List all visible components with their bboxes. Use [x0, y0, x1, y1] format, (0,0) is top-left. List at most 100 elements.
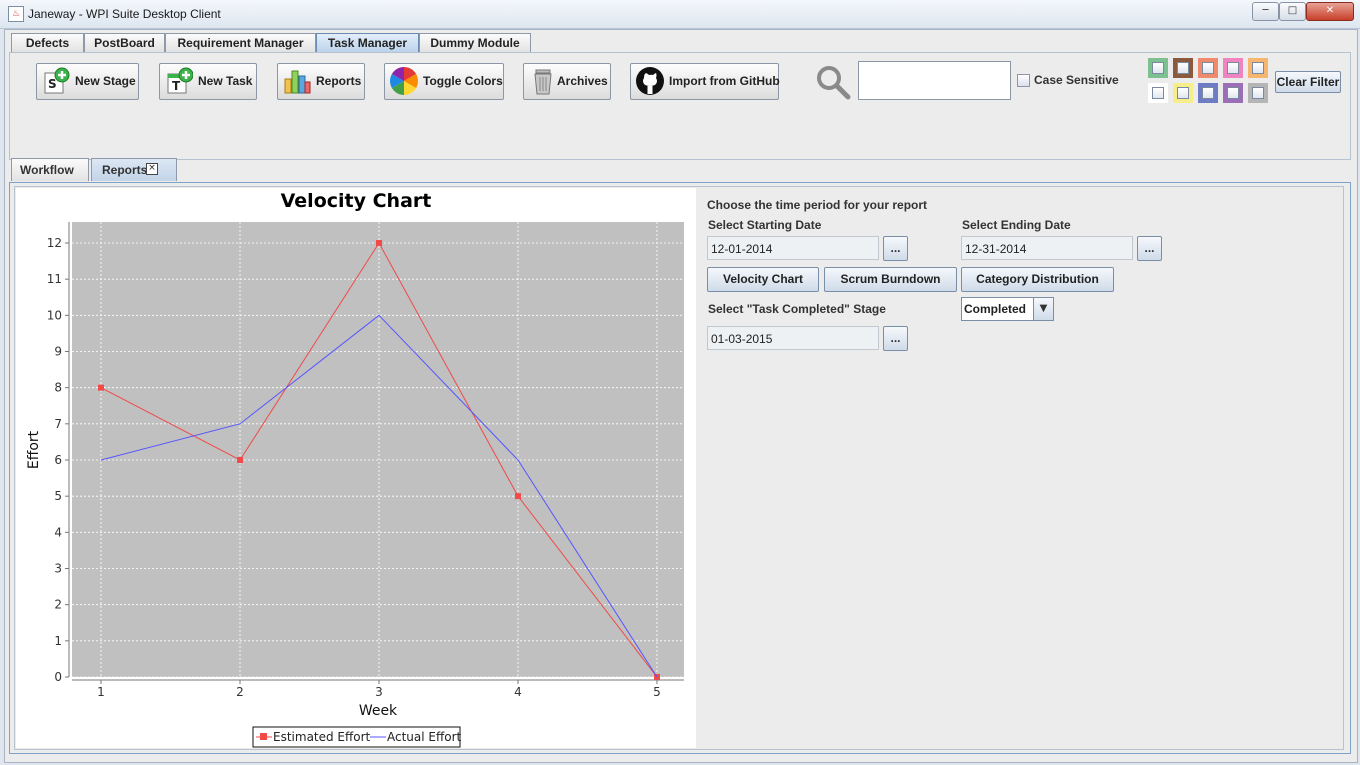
color-filter-checkbox	[1202, 87, 1214, 99]
end-date-picker-button[interactable]: ...	[1137, 236, 1162, 261]
reports-button[interactable]: Reports	[277, 63, 365, 100]
archives-button[interactable]: Archives	[523, 63, 611, 100]
java-app-icon: ♨	[8, 6, 24, 22]
case-sensitive-checkbox[interactable]	[1017, 74, 1030, 87]
bar-chart-icon	[284, 70, 311, 94]
color-filter-swatch[interactable]	[1198, 58, 1218, 78]
color-filter-checkbox	[1202, 62, 1214, 74]
y-tick-label: 8	[54, 381, 62, 395]
y-tick-label: 10	[47, 308, 62, 322]
scrum-burndown-button[interactable]: Scrum Burndown	[824, 267, 957, 292]
import-github-button[interactable]: Import from GitHub	[630, 63, 780, 100]
clear-filter-button[interactable]: Clear Filter	[1275, 71, 1341, 93]
color-filter-checkbox	[1177, 62, 1189, 74]
color-filter-swatch[interactable]	[1173, 83, 1193, 103]
color-filter-checkbox	[1227, 87, 1239, 99]
new-task-icon: T	[167, 67, 193, 94]
color-filter-checkbox	[1252, 87, 1264, 99]
color-filter-swatch[interactable]	[1173, 58, 1193, 78]
close-window-button[interactable]: ✕	[1306, 2, 1354, 21]
y-tick-label: 1	[54, 634, 62, 648]
title-bar: ♨ Janeway - WPI Suite Desktop Client ─ □…	[0, 0, 1360, 29]
chart-series	[98, 240, 660, 680]
tab-task-manager[interactable]: Task Manager	[316, 33, 419, 52]
x-tick-label: 1	[97, 685, 105, 699]
new-stage-label: New Stage	[75, 74, 136, 88]
color-filter-checkbox	[1252, 62, 1264, 74]
maximize-button[interactable]: □	[1279, 2, 1306, 21]
new-stage-icon: S	[44, 67, 70, 94]
color-filter-swatch[interactable]	[1198, 83, 1218, 103]
color-wheel-icon	[390, 67, 418, 95]
color-filter-swatch[interactable]	[1248, 83, 1268, 103]
tab-reports[interactable]: Reports	[91, 158, 177, 181]
window-title: Janeway - WPI Suite Desktop Client	[28, 7, 221, 21]
x-tick-label: 3	[375, 685, 383, 699]
case-sensitive-label: Case Sensitive	[1034, 73, 1119, 87]
close-tab-icon[interactable]: ×	[146, 163, 158, 175]
color-filter-checkbox	[1227, 62, 1239, 74]
y-axis-label: Effort	[26, 430, 42, 469]
color-filter-checkbox	[1152, 62, 1164, 74]
x-tick-label: 2	[236, 685, 244, 699]
y-tick-label: 11	[47, 272, 62, 286]
color-filter-swatch[interactable]	[1223, 58, 1243, 78]
y-tick-label: 5	[54, 489, 62, 503]
toggle-colors-button[interactable]: Toggle Colors	[384, 63, 504, 100]
import-github-label: Import from GitHub	[669, 74, 780, 88]
y-tick-label: 0	[54, 670, 62, 684]
y-tick-label: 6	[54, 453, 62, 467]
x-axis-ticks: 1 2 3 4 5	[97, 680, 661, 699]
tab-defects[interactable]: Defects	[11, 33, 84, 52]
new-stage-button[interactable]: S New Stage	[36, 63, 139, 100]
start-date-field[interactable]: 12-01-2014	[707, 236, 879, 260]
legend-estimated-marker	[260, 733, 267, 740]
client-area: Defects PostBoard Requirement Manager Ta…	[4, 29, 1358, 763]
tab-requirement-manager[interactable]: Requirement Manager	[165, 33, 316, 52]
color-filter-swatch[interactable]	[1148, 58, 1168, 78]
chart-title: Velocity Chart	[281, 190, 432, 212]
end-date-field[interactable]: 12-31-2014	[961, 236, 1133, 260]
stage-select[interactable]: Completed ▼	[961, 297, 1054, 321]
search-input[interactable]	[858, 61, 1011, 100]
completed-date-picker-button[interactable]: ...	[883, 326, 908, 351]
category-distribution-button[interactable]: Category Distribution	[961, 267, 1114, 292]
stage-label: Select "Task Completed" Stage	[708, 302, 886, 316]
x-tick-label: 4	[514, 685, 522, 699]
completed-date-field[interactable]: 01-03-2015	[707, 326, 879, 350]
svg-text:S: S	[48, 77, 57, 91]
y-tick-label: 4	[54, 525, 62, 539]
x-tick-label: 5	[653, 685, 661, 699]
x-axis-label: Week	[359, 703, 398, 719]
y-tick-label: 9	[54, 345, 62, 359]
color-filter-swatch[interactable]	[1223, 83, 1243, 103]
chevron-down-icon[interactable]: ▼	[1033, 298, 1053, 320]
svg-text:T: T	[172, 79, 181, 93]
color-filter-swatch[interactable]	[1148, 83, 1168, 103]
y-tick-label: 3	[54, 562, 62, 576]
stage-select-value: Completed	[964, 302, 1027, 316]
tab-workflow[interactable]: Workflow	[11, 158, 89, 181]
plot-area	[72, 222, 684, 677]
data-point-estimated-effort	[515, 493, 521, 500]
tab-dummy-module[interactable]: Dummy Module	[419, 33, 531, 52]
report-controls: Choose the time period for your report S…	[701, 193, 1341, 733]
tab-reports-label: Reports	[102, 163, 148, 177]
velocity-chart-button[interactable]: Velocity Chart	[707, 267, 819, 292]
minimize-button[interactable]: ─	[1252, 2, 1279, 21]
reports-label: Reports	[316, 74, 362, 88]
data-point-estimated-effort	[376, 240, 382, 246]
y-tick-label: 7	[54, 417, 62, 431]
tab-postboard[interactable]: PostBoard	[84, 33, 165, 52]
start-date-picker-button[interactable]: ...	[883, 236, 908, 261]
chart-legend: Estimated Effort Actual Effort	[252, 726, 462, 748]
color-filter-swatch[interactable]	[1248, 58, 1268, 78]
new-task-button[interactable]: T New Task	[159, 63, 257, 100]
y-tick-label: 12	[47, 236, 62, 250]
archives-label: Archives	[557, 74, 608, 88]
y-tick-label: 2	[54, 598, 62, 612]
